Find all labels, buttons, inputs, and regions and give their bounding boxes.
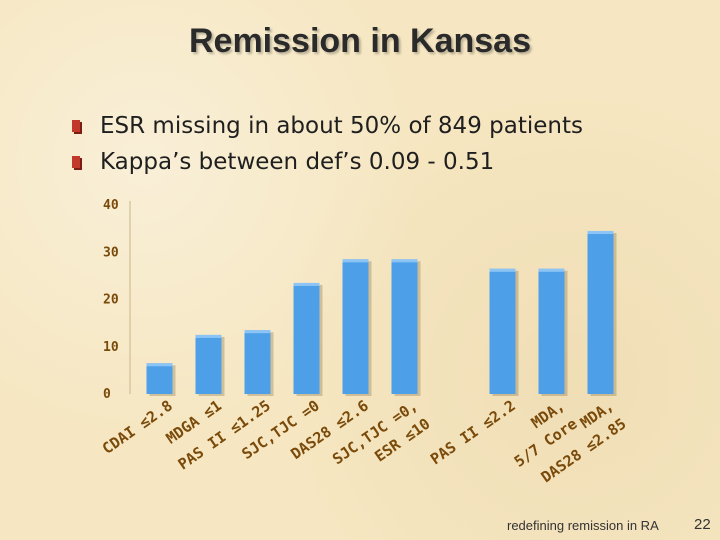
bar-highlight: [146, 363, 173, 367]
bar-highlight: [195, 334, 222, 338]
bar: [146, 363, 173, 394]
bullet-text: Kappa’s between def’s 0.09 - 0.51: [100, 149, 495, 175]
bullet-text: ESR missing in about 50% of 849 patients: [100, 113, 583, 139]
bar: [587, 230, 614, 394]
bullet-marker-icon: [72, 156, 80, 168]
page-number: 22: [694, 516, 711, 533]
y-tick-label: 30: [103, 245, 119, 260]
bullet-item-esr: ESR missing in about 50% of 849 patients: [68, 108, 583, 144]
bar-highlight: [489, 268, 516, 272]
bar: [538, 268, 565, 394]
bullet-item-kappa: Kappa’s between def’s 0.09 - 0.51: [68, 144, 583, 180]
y-tick-label: 10: [103, 340, 119, 355]
footer-text: redefining remission in RA: [507, 518, 659, 533]
slide-title: Remission in Kansas: [188, 22, 531, 60]
bullet-list: ESR missing in about 50% of 849 patients…: [68, 108, 583, 180]
x-tick-label: PAS II ≤2.2: [427, 397, 519, 469]
y-axis: 0 10 20 30 40: [103, 198, 131, 402]
bar-highlight: [244, 330, 271, 334]
x-tick-label: CDAI ≤2.8: [99, 397, 176, 458]
y-tick-label: 0: [103, 387, 111, 402]
bar-highlight: [391, 259, 418, 263]
bar-series: [146, 230, 617, 396]
y-tick-label: 40: [103, 198, 119, 213]
y-tick-label: 20: [103, 293, 119, 308]
bar-highlight: [587, 230, 614, 234]
bar: [195, 334, 222, 394]
bar: [489, 268, 516, 394]
bar: [244, 330, 271, 394]
bar: [342, 259, 369, 394]
bar-highlight: [538, 268, 565, 272]
bar: [293, 282, 320, 394]
bullet-marker-icon: [72, 120, 80, 132]
bar-highlight: [342, 259, 369, 263]
bar-highlight: [293, 282, 320, 286]
bar: [391, 259, 418, 394]
